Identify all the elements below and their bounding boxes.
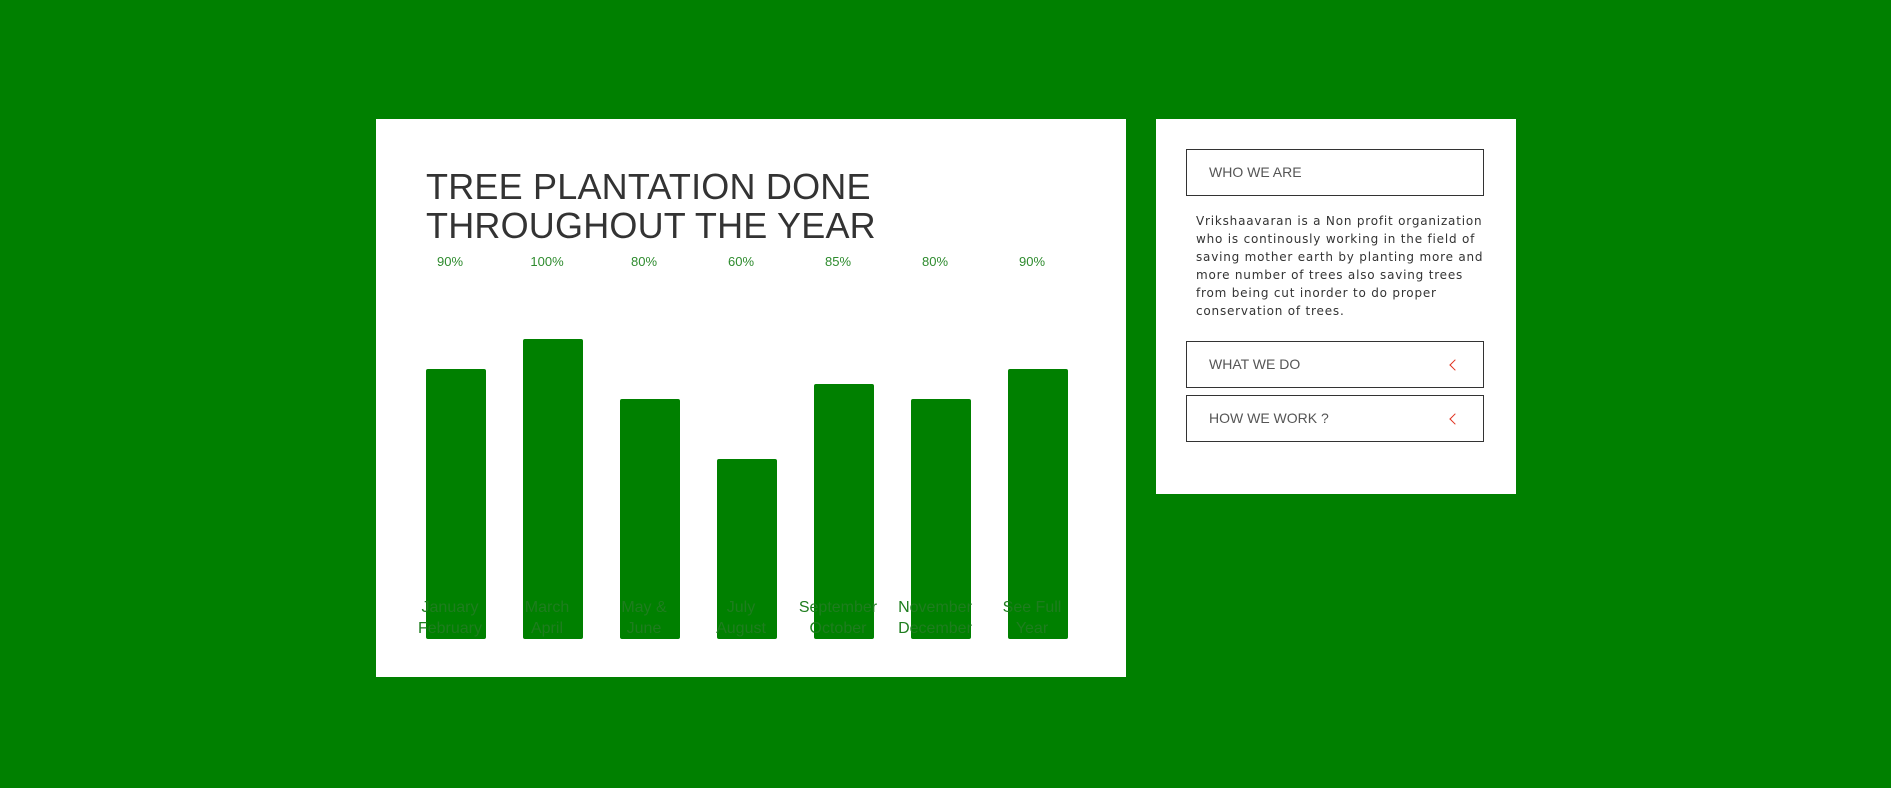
- bar-category-label: September October: [790, 597, 886, 639]
- bar-value-label: 80%: [921, 254, 949, 269]
- chart-column: 80%: [596, 254, 692, 639]
- who-we-are-title: WHO WE ARE: [1209, 164, 1302, 180]
- chart-column: 90%: [402, 254, 498, 639]
- bar-value-label: 100%: [530, 254, 564, 269]
- category-label-line: February: [417, 620, 483, 637]
- bar-category-label[interactable]: See Full Year: [984, 597, 1080, 639]
- chart-column: 60%: [693, 254, 789, 639]
- bar-value-label: 80%: [630, 254, 658, 269]
- who-we-are-header[interactable]: WHO WE ARE: [1186, 149, 1484, 196]
- how-we-work-header[interactable]: HOW WE WORK ?: [1186, 395, 1484, 442]
- bar-category-label: November December: [887, 597, 983, 639]
- category-label-line: Year: [1015, 620, 1049, 637]
- category-label-line: November: [898, 599, 972, 616]
- chart-bar: [814, 384, 874, 639]
- chart-column: 90%: [984, 254, 1080, 639]
- chart-column: 80%: [887, 254, 983, 639]
- chart-column: 100%: [499, 254, 595, 639]
- chart-bar: [426, 369, 486, 639]
- how-we-work-title: HOW WE WORK ?: [1209, 410, 1329, 426]
- category-label-line: April: [530, 620, 563, 637]
- what-we-do-header[interactable]: WHAT WE DO: [1186, 341, 1484, 388]
- what-we-do-title: WHAT WE DO: [1209, 356, 1301, 372]
- bar-value-label: 90%: [436, 254, 464, 269]
- chevron-left-icon: [1449, 359, 1461, 371]
- category-label-line: January: [421, 599, 479, 616]
- chart-column: 85%: [790, 254, 886, 639]
- category-label-line: July: [726, 599, 756, 616]
- info-accordion-card: WHO WE ARE Vrikshaavaran is a Non profit…: [1156, 119, 1516, 494]
- chart-bar: [620, 399, 680, 639]
- category-label-line: May &: [621, 599, 667, 616]
- category-label-line: December: [898, 620, 972, 637]
- bar-category-label: July August: [693, 597, 789, 639]
- category-label-line: See Full: [1002, 599, 1062, 616]
- bar-category-label: January February: [402, 597, 498, 639]
- chart-title-line-2: THROUGHOUT THE YEAR: [426, 205, 876, 246]
- category-label-line: June: [626, 620, 662, 637]
- category-label-line: August: [716, 620, 766, 637]
- chart-bar: [1008, 369, 1068, 639]
- bar-value-label: 85%: [824, 254, 852, 269]
- bar-category-label: May & June: [596, 597, 692, 639]
- chart-bar: [523, 339, 583, 639]
- chart-title-line-1: TREE PLANTATION DONE: [426, 166, 871, 207]
- category-label-line: October: [809, 620, 867, 637]
- bar-category-label: March April: [499, 597, 595, 639]
- who-we-are-body: Vrikshaavaran is a Non profit organizati…: [1196, 214, 1484, 318]
- bar-value-label: 60%: [727, 254, 755, 269]
- chart-bar: [911, 399, 971, 639]
- category-label-line: September: [798, 599, 878, 616]
- plantation-chart-card: TREE PLANTATION DONE THROUGHOUT THE YEAR…: [376, 119, 1126, 677]
- category-label-line: March: [524, 599, 570, 616]
- bar-value-label: 90%: [1018, 254, 1046, 269]
- chart-title: TREE PLANTATION DONE THROUGHOUT THE YEAR: [426, 167, 876, 245]
- chevron-left-icon: [1449, 413, 1461, 425]
- chart-bar: [717, 459, 777, 639]
